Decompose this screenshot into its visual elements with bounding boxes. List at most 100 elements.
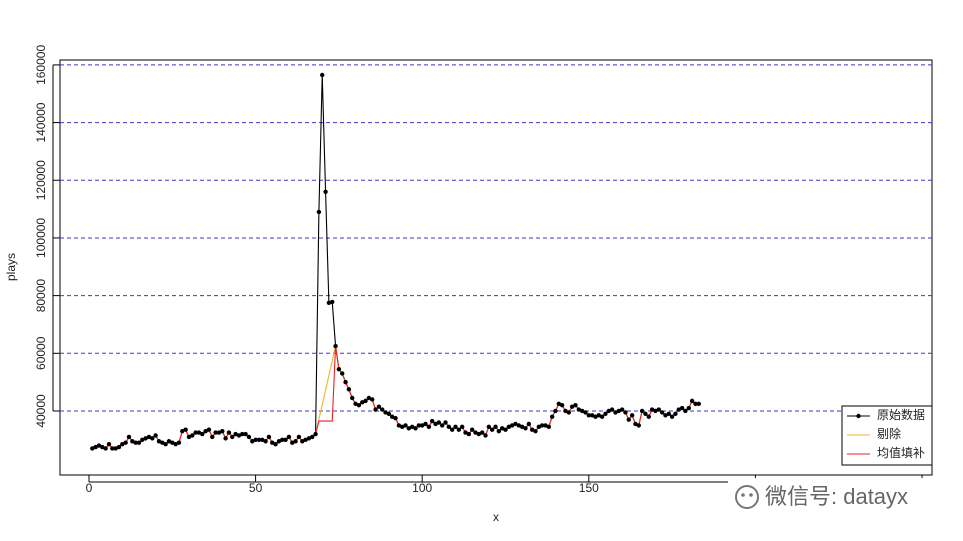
data-point [283,437,288,443]
data-point [133,440,138,445]
data-point [673,411,678,417]
data-point [273,441,278,447]
data-point [243,431,248,437]
data-point [153,433,158,438]
data-point [306,436,312,441]
data-point [93,444,98,450]
data-point [343,379,348,385]
data-point [226,430,232,435]
data-point [236,433,242,438]
data-point [436,420,442,425]
data-point [443,420,448,425]
data-point [320,72,325,78]
data-point [486,424,492,430]
plot-frame [59,59,933,476]
data-point [130,439,135,444]
data-point [526,421,532,427]
data-point [126,434,132,440]
data-point [559,403,565,408]
data-point [636,423,641,428]
data-point [253,437,258,443]
data-point [626,417,631,422]
data-point [113,446,118,451]
data-point [496,428,502,434]
data-point [659,410,665,415]
data-point [689,398,695,404]
data-point [350,395,355,401]
data-point [376,404,382,409]
y-tick-label: 60000 [34,336,48,370]
x-tick-label: 100 [412,481,432,495]
data-point [156,439,162,444]
data-point [556,401,562,406]
data-point [676,407,681,412]
x-tick-label: 150 [579,481,599,495]
data-point [446,424,452,430]
data-point [653,408,658,414]
data-point [629,413,635,418]
data-point [263,439,268,444]
data-point [176,440,182,445]
data-point [679,405,685,411]
watermark-icon [735,485,759,509]
data-point [256,437,262,443]
data-point [583,410,588,415]
data-point [533,428,538,434]
data-point [409,424,415,430]
y-tick-label: 80000 [34,279,48,313]
data-point [150,436,155,441]
data-point [663,413,668,418]
data-point [639,408,645,414]
data-point [330,299,335,305]
data-point [206,427,212,432]
x-axis-label: x [493,510,499,524]
data-point [246,434,252,440]
y-tick-label: 100000 [34,218,48,258]
data-point [143,436,148,441]
data-point [593,414,598,419]
data-point [216,430,222,435]
watermark: 微信号: datayx [728,478,938,518]
data-point [356,403,362,408]
data-point [290,440,295,445]
data-point [579,408,585,414]
data-point [609,407,615,412]
data-point [466,431,472,437]
data-point [96,443,102,448]
data-point [340,371,345,376]
data-point [456,427,462,432]
y-axis-label: plays [4,253,18,281]
data-point [509,423,515,428]
data-point [433,421,438,427]
data-point [459,424,465,430]
data-point [260,437,265,443]
data-point [163,441,168,447]
data-point [116,444,122,450]
data-point [546,424,552,430]
data-point [686,405,691,411]
data-point [499,426,505,431]
data-point [603,411,608,417]
data-point [416,423,422,428]
data-point [406,426,412,431]
data-point [413,426,418,431]
watermark-icon [741,493,745,497]
data-point [573,403,578,408]
data-point [300,439,305,444]
data-point [296,434,302,440]
data-point [516,423,522,428]
data-point [683,408,688,414]
data-point [599,414,605,419]
data-point [563,408,568,414]
data-point [363,398,368,404]
data-point [310,434,315,440]
data-point [696,401,701,406]
data-point [529,427,535,432]
data-point [666,411,671,417]
data-point [439,423,445,428]
data-point [503,427,508,432]
data-point [616,408,621,414]
data-point [323,189,328,194]
data-point [370,397,375,402]
